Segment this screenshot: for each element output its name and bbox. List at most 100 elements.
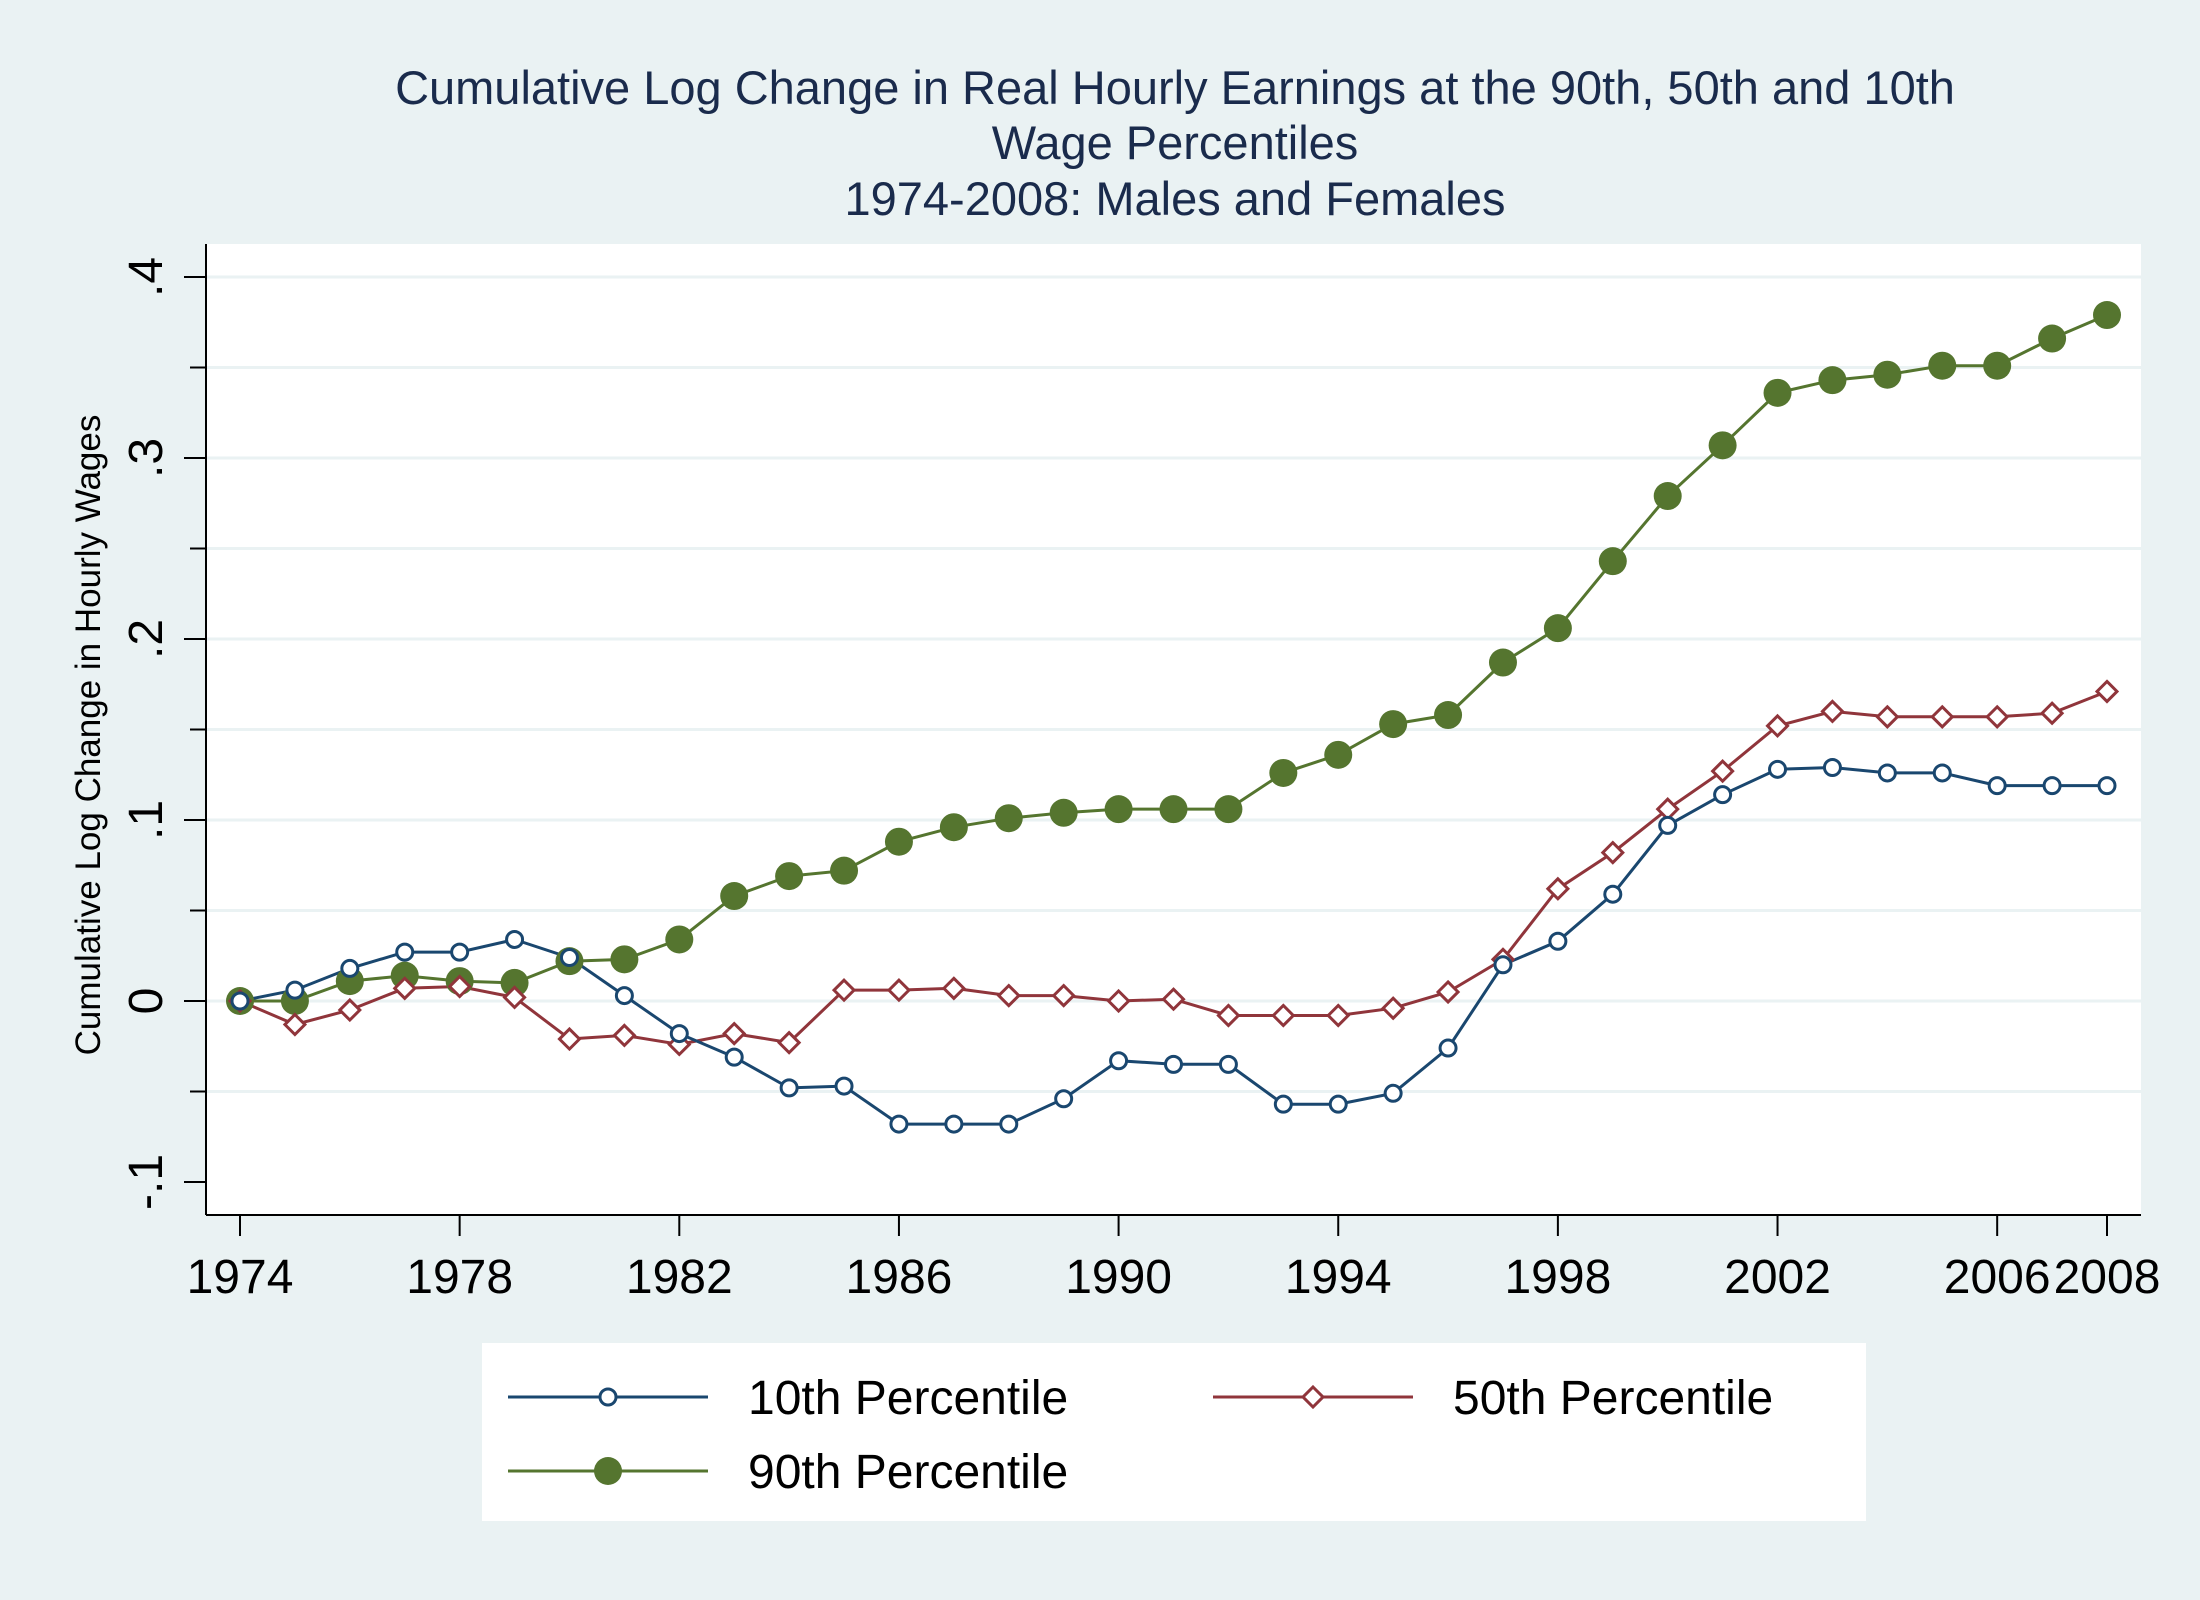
series-0-point-3 [395,942,415,962]
series-2-point-10 [775,862,804,891]
series-2-point-3 [390,961,419,990]
x-tick-label-0: 1974 [187,1251,294,1304]
x-axis-ticks: 1974 1978 1982 1986 1990 1994 1998 2002 2006 2008 [187,1215,2161,1304]
series-0-point-19 [1273,1094,1293,1114]
series-2-point-22 [1434,701,1463,730]
series-2-point-14 [994,804,1023,833]
series-0-point-12 [889,1114,909,1134]
series-0-point-2 [340,958,360,978]
series-0-point-11 [834,1076,854,1096]
series-1-point-25 [1600,840,1625,865]
series-2-point-5 [500,968,529,997]
y-tick-label-0: -.1 [120,1154,173,1210]
series-2-point-19 [1269,758,1298,787]
series-0-point-23 [1493,955,1513,975]
series-0-point-20 [1328,1094,1348,1114]
series-2-point-9 [720,882,749,911]
series-1-point-15 [1051,983,1076,1008]
series-2-point-33 [2038,324,2067,353]
series-1-point-14 [996,983,1021,1008]
series-0-point-6 [559,948,579,968]
x-tick-label-7: 2002 [1724,1251,1831,1304]
y-tick-label-1: 0 [120,988,173,1015]
series-1-point-31 [1930,704,1955,729]
y-axis-label: Cumulative Log Change in Hourly Wages [69,415,108,1056]
series-1-point-29 [1820,699,1845,724]
y-axis-ticks: -.1 0 .1 .2 .3 .4 [120,257,206,1210]
legend-items: 10th Percentile 50th Percentile 90th Perce… [508,1372,1773,1499]
series-2-point-15 [1049,798,1078,827]
series-1-point-1 [282,1012,308,1037]
series-0-point-1 [285,980,305,1000]
series-1-point-32 [1985,704,2010,729]
series-2-point-11 [830,856,859,885]
series-2-point-32 [1983,351,2012,380]
x-tick-label-4: 1990 [1065,1251,1172,1304]
series-1-point-4 [447,974,472,999]
series-1-point-3 [392,976,417,1001]
series-1-point-18 [1216,1003,1241,1028]
series-0-point-9 [724,1047,744,1067]
series-0-point-31 [1932,763,1952,783]
legend: 10th Percentile 50th Percentile 90th Perce… [482,1343,1866,1521]
series-0-point-34 [2097,776,2117,796]
series-0-point-22 [1438,1038,1458,1058]
series-2-point-23 [1488,648,1517,677]
legend-marker-2 [594,1457,622,1485]
series-0-point-17 [1164,1054,1183,1074]
series-1-point-20 [1326,1003,1351,1028]
x-tick-label-1: 1978 [406,1251,513,1304]
x-tick-label-3: 1986 [846,1251,953,1304]
x-tick-label-9: 2008 [2054,1251,2161,1304]
series-2-point-26 [1653,482,1682,511]
series-1-point-22 [1435,979,1461,1005]
series-0-point-8 [669,1024,689,1044]
series-0-point-26 [1658,815,1678,835]
series-0-point-14 [999,1114,1019,1134]
legend-marker-0 [598,1387,618,1407]
series-0-point-15 [1054,1089,1074,1109]
series-2-point-24 [1543,614,1572,643]
chart-title: Cumulative Log Change in Real Hourly Ear… [395,61,1955,225]
x-tick-label-5: 1994 [1285,1251,1392,1304]
series-0-point-30 [1877,763,1897,783]
series-1-point-33 [2039,701,2065,726]
y-tick-label-3: .2 [120,619,173,659]
series-0-point-29 [1822,758,1842,778]
legend-label-0: 10th Percentile [748,1372,1068,1425]
legend-marker-1 [1300,1384,1326,1410]
series-1-point-19 [1271,1003,1296,1028]
series-1-point-2 [337,997,362,1023]
series-1-point-34 [2094,679,2120,704]
series-2-point-31 [1928,351,1957,380]
series-0-point-0 [230,991,250,1011]
series-0-point-4 [450,942,470,962]
series-1-point-6 [557,1026,582,1052]
series-1-point-27 [1710,759,1735,784]
chart-title-line-2: Wage Percentiles [992,116,1359,169]
series-0-point-18 [1218,1054,1238,1074]
series-2-point-7 [610,945,639,974]
series-1-point-24 [1545,876,1571,901]
chart-title-line-1: Cumulative Log Change in Real Hourly Ear… [395,61,1955,114]
series-0-point-33 [2042,776,2062,796]
series-2-point-27 [1708,431,1737,460]
legend-label-2: 90th Percentile [748,1446,1068,1499]
x-tick-label-6: 1998 [1504,1251,1611,1304]
series-1-point-11 [831,978,857,1003]
series-2-point-34 [2093,301,2121,330]
series-0-point-32 [1987,776,2007,796]
series-2-point-16 [1104,795,1133,824]
series-1-point-28 [1765,713,1790,739]
series-0-point-13 [944,1114,964,1134]
series-0-point-16 [1109,1051,1129,1071]
series-1-point-17 [1161,987,1186,1012]
series-2-point-8 [665,925,694,954]
series-2-point-20 [1324,740,1353,769]
series-markers [226,301,2121,1134]
series-0-point-25 [1603,884,1623,904]
series-1-point-9 [722,1021,747,1046]
series-1-point-12 [886,978,912,1003]
x-tick-label-2: 1982 [626,1251,733,1304]
